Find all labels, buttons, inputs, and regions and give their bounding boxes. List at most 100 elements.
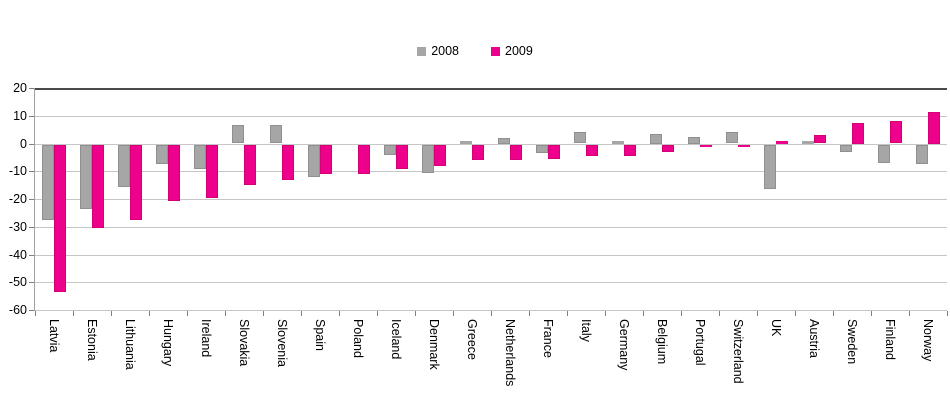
bar-2008-norway <box>916 145 928 165</box>
x-tick-10 <box>415 311 416 316</box>
bar-2008-denmark <box>422 145 434 173</box>
y-axis-line <box>34 88 35 311</box>
y-tick-label--10: -10 <box>8 164 27 178</box>
y-tick--40 <box>29 255 35 256</box>
x-label-uk: UK <box>769 319 783 337</box>
gridline--60 <box>35 310 947 311</box>
x-tick-23 <box>909 311 910 316</box>
bar-2008-france <box>536 145 548 154</box>
legend-item-2009: 2009 <box>491 44 533 58</box>
bar-2008-switzerland <box>726 132 738 144</box>
y-tick-label--60: -60 <box>8 303 27 317</box>
x-label-belgium: Belgium <box>655 319 669 365</box>
x-label-denmark: Denmark <box>427 319 441 370</box>
gridline--50 <box>35 282 947 283</box>
bar-2008-estonia <box>80 145 92 209</box>
bar-2009-france <box>548 145 560 159</box>
bar-2008-finland <box>878 145 890 164</box>
y-tick-20 <box>29 88 35 89</box>
legend-swatch-2009 <box>491 46 500 56</box>
x-tick-24 <box>947 311 948 316</box>
x-tick-16 <box>643 311 644 316</box>
bar-2009-portugal <box>700 145 712 147</box>
bar-2009-italy <box>586 145 598 157</box>
legend-label-2009: 2009 <box>505 44 533 58</box>
x-tick-21 <box>833 311 834 316</box>
x-label-germany: Germany <box>617 319 631 371</box>
y-tick-0 <box>29 144 35 145</box>
y-tick-label-0: 0 <box>20 137 27 151</box>
gridline--10 <box>35 171 947 172</box>
x-label-slovenia: Slovenia <box>275 319 289 367</box>
bar-2009-finland <box>890 121 902 144</box>
x-tick-6 <box>263 311 264 316</box>
bar-2009-sweden <box>852 123 864 144</box>
x-tick-4 <box>187 311 188 316</box>
x-label-latvia: Latvia <box>47 319 61 353</box>
legend-swatch-2008 <box>417 46 427 56</box>
x-label-switzerland: Switzerland <box>731 319 745 384</box>
y-tick-label-10: 10 <box>13 109 27 123</box>
x-tick-1 <box>73 311 74 316</box>
bar-2009-estonia <box>92 145 104 229</box>
x-label-portugal: Portugal <box>693 319 707 366</box>
bar-2008-iceland <box>384 145 396 155</box>
chart-legend: 2008 2009 <box>0 44 950 58</box>
x-tick-12 <box>491 311 492 316</box>
x-tick-11 <box>453 311 454 316</box>
bar-2009-spain <box>320 145 332 175</box>
x-label-poland: Poland <box>351 319 365 358</box>
bar-2008-italy <box>574 132 586 144</box>
bar-2009-norway <box>928 112 940 144</box>
bar-2009-poland <box>358 145 370 175</box>
bar-2009-slovakia <box>244 145 256 186</box>
y-tick-label-20: 20 <box>13 81 27 95</box>
x-tick-22 <box>871 311 872 316</box>
bar-2008-slovenia <box>270 125 282 144</box>
y-tick-label--20: -20 <box>8 192 27 206</box>
bar-2009-lithuania <box>130 145 142 220</box>
x-tick-19 <box>757 311 758 316</box>
x-label-hungary: Hungary <box>161 319 175 367</box>
bar-2008-belgium <box>650 134 662 144</box>
bar-2008-lithuania <box>118 145 130 187</box>
bar-2009-latvia <box>54 145 66 293</box>
bar-2009-switzerland <box>738 145 750 147</box>
x-label-sweden: Sweden <box>845 319 859 365</box>
legend-item-2008: 2008 <box>417 44 459 58</box>
bar-2009-germany <box>624 145 636 157</box>
bar-2008-sweden <box>840 145 852 152</box>
bar-2009-netherlands <box>510 145 522 161</box>
bar-2008-portugal <box>688 137 700 144</box>
x-label-lithuania: Lithuania <box>123 319 137 370</box>
bar-2009-austria <box>814 135 826 144</box>
gridline--20 <box>35 199 947 200</box>
x-tick-13 <box>529 311 530 316</box>
y-tick--50 <box>29 282 35 283</box>
y-tick--60 <box>29 310 35 311</box>
bar-2009-iceland <box>396 145 408 169</box>
x-label-estonia: Estonia <box>85 319 99 361</box>
x-label-ireland: Ireland <box>199 319 213 358</box>
x-label-greece: Greece <box>465 319 479 360</box>
x-tick-0 <box>35 311 36 316</box>
bar-2009-greece <box>472 145 484 161</box>
x-tick-9 <box>377 311 378 316</box>
x-tick-7 <box>301 311 302 316</box>
gridline--40 <box>35 255 947 256</box>
bar-2008-slovakia <box>232 125 244 144</box>
x-label-italy: Italy <box>579 319 593 342</box>
x-tick-5 <box>225 311 226 316</box>
y-tick--30 <box>29 227 35 228</box>
gridline-20 <box>35 88 947 90</box>
bar-2008-hungary <box>156 145 168 165</box>
bar-2008-austria <box>802 141 814 144</box>
x-label-spain: Spain <box>313 319 327 351</box>
x-tick-15 <box>605 311 606 316</box>
bar-2008-greece <box>460 141 472 144</box>
y-tick-label--40: -40 <box>8 248 27 262</box>
x-label-austria: Austria <box>807 319 821 358</box>
x-label-netherlands: Netherlands <box>503 319 517 387</box>
gridline--30 <box>35 227 947 228</box>
bar-2009-uk <box>776 141 788 144</box>
